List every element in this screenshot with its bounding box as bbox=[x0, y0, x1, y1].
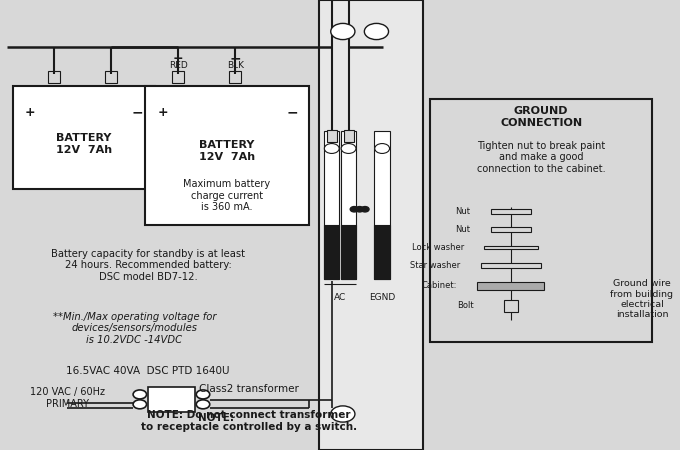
FancyBboxPatch shape bbox=[375, 130, 390, 279]
Text: NOTE: Do not connect transformer
to receptacle controlled by a switch.: NOTE: Do not connect transformer to rece… bbox=[141, 410, 357, 432]
Circle shape bbox=[330, 406, 355, 422]
FancyBboxPatch shape bbox=[481, 263, 541, 268]
Text: AC: AC bbox=[334, 292, 346, 302]
FancyBboxPatch shape bbox=[491, 209, 531, 214]
Circle shape bbox=[133, 400, 147, 409]
Text: RED: RED bbox=[169, 61, 188, 70]
Text: Nut: Nut bbox=[456, 225, 471, 234]
Circle shape bbox=[133, 390, 147, 399]
Text: Cabinet:: Cabinet: bbox=[422, 281, 457, 290]
FancyBboxPatch shape bbox=[148, 387, 195, 412]
Text: **Min./Max operating voltage for
devices/sensors/modules
is 10.2VDC -14VDC: **Min./Max operating voltage for devices… bbox=[52, 312, 216, 345]
Text: Maximum battery
charge current
is 360 mA.: Maximum battery charge current is 360 mA… bbox=[184, 179, 271, 212]
Text: −: − bbox=[229, 51, 241, 66]
Text: Nut: Nut bbox=[456, 207, 471, 216]
Circle shape bbox=[364, 23, 388, 40]
Circle shape bbox=[356, 207, 364, 212]
FancyBboxPatch shape bbox=[320, 0, 424, 450]
Circle shape bbox=[330, 23, 355, 40]
FancyBboxPatch shape bbox=[324, 130, 339, 279]
Circle shape bbox=[197, 390, 209, 399]
FancyBboxPatch shape bbox=[105, 71, 117, 83]
Circle shape bbox=[350, 207, 358, 212]
Text: 16.5VAC 40VA  DSC PTD 1640U: 16.5VAC 40VA DSC PTD 1640U bbox=[66, 366, 230, 376]
FancyBboxPatch shape bbox=[48, 71, 60, 83]
Text: BATTERY
12V  7Ah: BATTERY 12V 7Ah bbox=[56, 133, 112, 155]
Text: BLK: BLK bbox=[226, 61, 243, 70]
Circle shape bbox=[361, 207, 369, 212]
Text: 120 VAC / 60Hz
PRIMARY: 120 VAC / 60Hz PRIMARY bbox=[30, 387, 105, 409]
Text: +: + bbox=[173, 52, 184, 65]
Text: GROUND
CONNECTION: GROUND CONNECTION bbox=[500, 106, 582, 128]
FancyBboxPatch shape bbox=[430, 99, 652, 342]
Circle shape bbox=[375, 144, 390, 153]
Text: Lock washer: Lock washer bbox=[411, 243, 464, 252]
Text: NOTE:: NOTE: bbox=[199, 413, 235, 423]
Circle shape bbox=[324, 144, 339, 153]
Text: Battery capacity for standby is at least
24 hours. Recommended battery:
DSC mode: Battery capacity for standby is at least… bbox=[51, 249, 245, 282]
FancyBboxPatch shape bbox=[326, 130, 337, 142]
FancyBboxPatch shape bbox=[341, 225, 356, 279]
Text: Tighten nut to break paint
and make a good
connection to the cabinet.: Tighten nut to break paint and make a go… bbox=[477, 141, 605, 174]
Text: Star washer: Star washer bbox=[410, 261, 460, 270]
FancyBboxPatch shape bbox=[477, 282, 545, 290]
Text: −: − bbox=[286, 105, 299, 120]
FancyBboxPatch shape bbox=[343, 130, 354, 142]
FancyBboxPatch shape bbox=[229, 71, 241, 83]
Text: +: + bbox=[158, 106, 169, 119]
Text: Bolt: Bolt bbox=[457, 302, 474, 310]
FancyBboxPatch shape bbox=[491, 227, 531, 232]
Text: +: + bbox=[25, 106, 35, 119]
FancyBboxPatch shape bbox=[375, 225, 390, 279]
FancyBboxPatch shape bbox=[484, 246, 538, 249]
FancyBboxPatch shape bbox=[14, 86, 154, 189]
Text: BATTERY
12V  7Ah: BATTERY 12V 7Ah bbox=[199, 140, 255, 162]
Text: −: − bbox=[132, 105, 143, 120]
FancyBboxPatch shape bbox=[172, 71, 184, 83]
Text: Ground wire
from building
electrical
installation: Ground wire from building electrical ins… bbox=[611, 279, 673, 320]
Circle shape bbox=[197, 400, 209, 409]
Text: Class2 transformer: Class2 transformer bbox=[199, 384, 299, 394]
FancyBboxPatch shape bbox=[145, 86, 309, 225]
FancyBboxPatch shape bbox=[504, 301, 517, 311]
FancyBboxPatch shape bbox=[341, 130, 356, 279]
FancyBboxPatch shape bbox=[324, 225, 339, 279]
Circle shape bbox=[341, 144, 356, 153]
Text: EGND: EGND bbox=[369, 292, 395, 302]
